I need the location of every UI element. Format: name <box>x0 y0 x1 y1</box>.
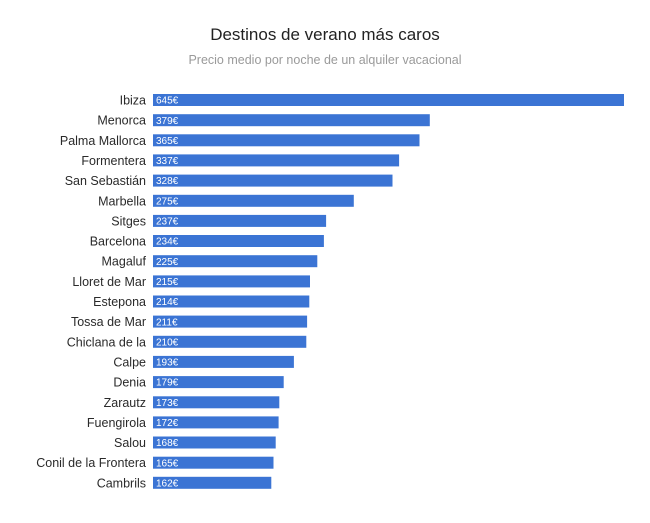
value-label: 328€ <box>156 176 179 187</box>
value-label: 215€ <box>156 277 179 288</box>
category-label: Salou <box>114 436 146 450</box>
chart-subtitle: Precio medio por noche de un alquiler va… <box>188 53 462 67</box>
category-label: Marbella <box>98 194 146 208</box>
category-label: Fuengirola <box>87 416 146 430</box>
bar <box>153 335 307 348</box>
bar <box>153 214 327 227</box>
value-label: 214€ <box>156 297 179 308</box>
bar <box>153 114 430 127</box>
value-label: 172€ <box>156 418 179 429</box>
value-label: 237€ <box>156 217 179 228</box>
category-label: Sitges <box>111 214 146 228</box>
category-label: Zarautz <box>104 396 146 410</box>
bar <box>153 376 284 389</box>
value-label: 211€ <box>156 317 178 328</box>
category-label: Estepona <box>93 295 146 309</box>
value-label: 379€ <box>156 116 179 127</box>
bar <box>153 134 420 147</box>
value-label: 168€ <box>156 438 179 449</box>
value-label: 162€ <box>156 478 179 489</box>
category-label: Ibiza <box>120 94 146 108</box>
category-label: Lloret de Mar <box>72 275 146 289</box>
category-label: Menorca <box>97 114 146 128</box>
bar <box>153 416 279 429</box>
value-label: 225€ <box>156 257 179 268</box>
category-label: Denia <box>113 376 146 390</box>
category-label: Conil de la Frontera <box>36 456 146 470</box>
value-label: 234€ <box>156 237 179 248</box>
bar <box>153 275 310 288</box>
bar <box>153 255 318 268</box>
value-label: 365€ <box>156 136 179 147</box>
value-label: 275€ <box>156 196 179 207</box>
category-label: Formentera <box>81 154 146 168</box>
bar <box>153 436 276 449</box>
category-label: Barcelona <box>90 235 146 249</box>
bar <box>153 235 324 247</box>
category-label: Tossa de Mar <box>71 315 146 329</box>
chart-title: Destinos de verano más caros <box>210 25 440 44</box>
bar <box>153 315 308 328</box>
value-label: 173€ <box>156 398 179 409</box>
bar <box>153 154 400 167</box>
bar <box>153 295 310 308</box>
category-label: San Sebastián <box>65 174 146 188</box>
value-label: 165€ <box>156 458 179 469</box>
bar <box>153 174 393 187</box>
category-label: Cambrils <box>97 476 146 490</box>
category-label: Magaluf <box>102 255 147 269</box>
category-label: Palma Mallorca <box>60 134 146 148</box>
bar <box>153 355 294 368</box>
value-label: 210€ <box>156 337 179 348</box>
bar <box>153 94 624 106</box>
value-label: 645€ <box>156 96 179 107</box>
bar <box>153 194 354 207</box>
value-label: 193€ <box>156 358 179 369</box>
value-label: 337€ <box>156 156 179 167</box>
bar <box>153 456 274 469</box>
bar <box>153 396 280 409</box>
category-label: Chiclana de la <box>67 335 146 349</box>
category-label: Calpe <box>113 355 146 369</box>
value-label: 179€ <box>156 378 179 389</box>
bar <box>153 476 272 489</box>
